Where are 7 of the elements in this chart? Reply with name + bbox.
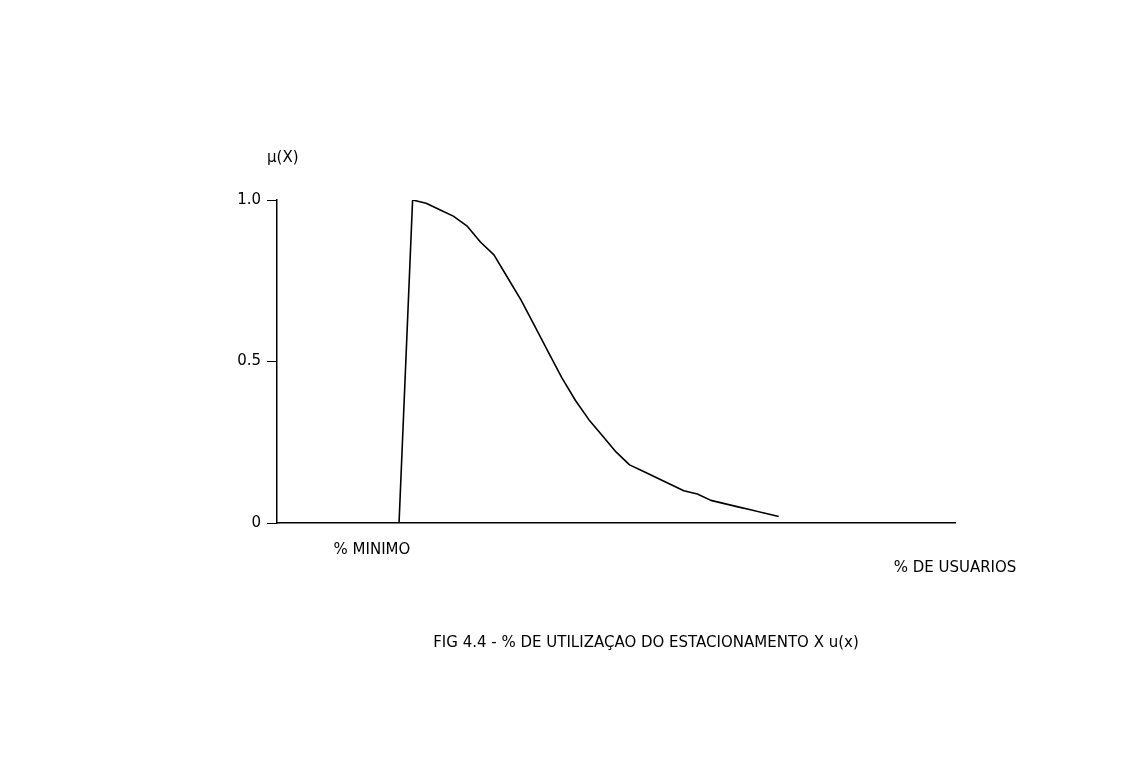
x-tick-label: % MINIMO: [333, 539, 411, 558]
x-axis-title: % DE USUARIOS: [893, 557, 1017, 576]
y-tick-label: 0: [251, 512, 261, 531]
text: FIG 4.4 - % DE UTILIZAÇAO DO ESTACIONAMENTO X u(x): [433, 632, 859, 651]
y-tick-label: 1.0: [237, 189, 261, 208]
y-axis-title: μ(X): [267, 147, 299, 166]
y-tick-label: 0.5: [237, 351, 261, 370]
